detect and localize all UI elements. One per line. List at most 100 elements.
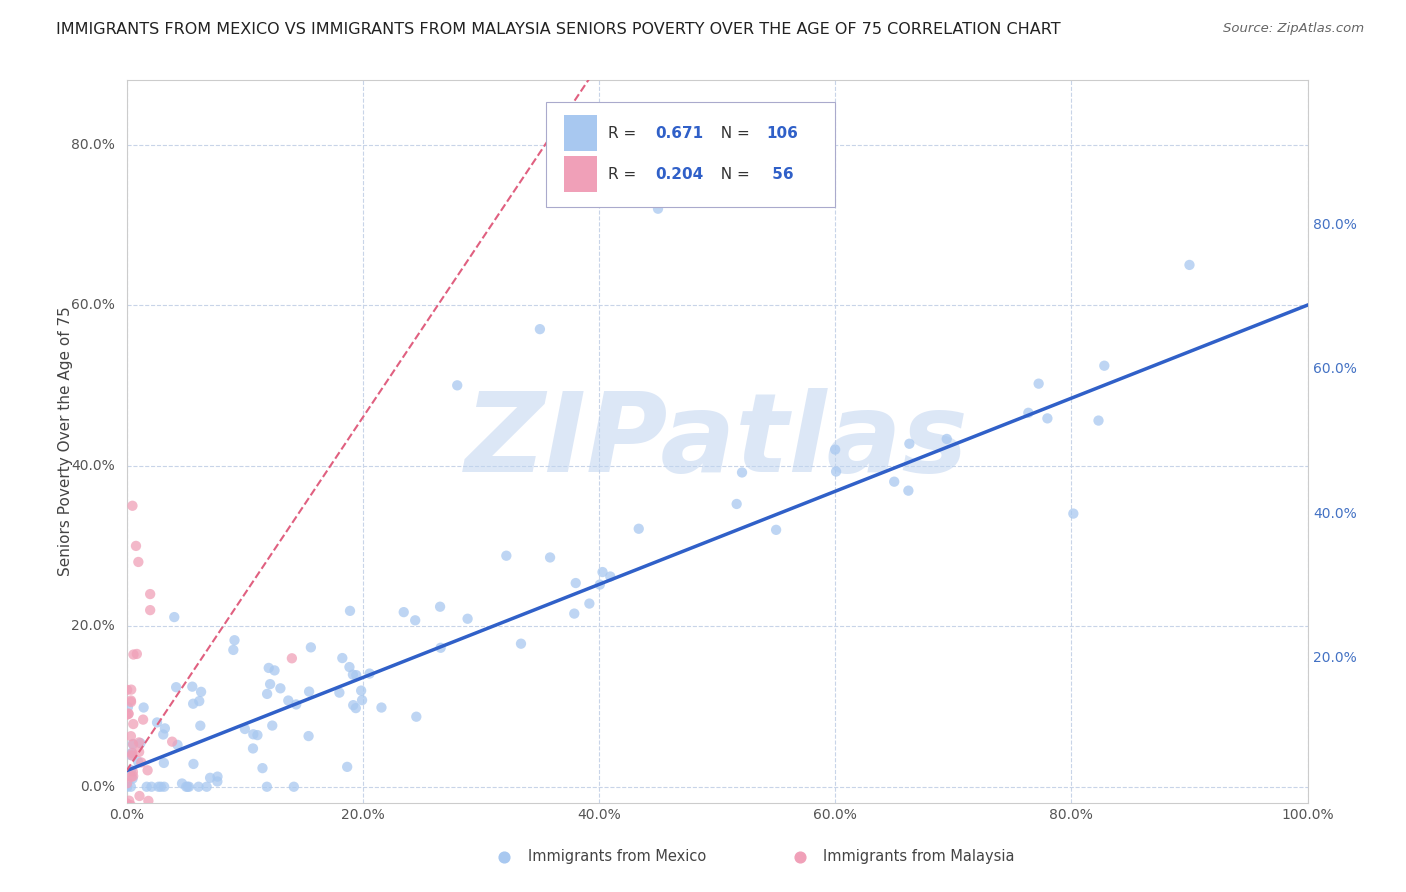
Point (198, 771, 221, 785)
Point (342, 698, 364, 713)
Text: Immigrants from Mexico: Immigrants from Mexico (529, 849, 706, 864)
Text: 40.0%: 40.0% (70, 458, 115, 473)
Point (148, 780, 170, 794)
Point (166, 738, 188, 752)
Point (195, 780, 218, 794)
FancyBboxPatch shape (546, 102, 835, 207)
Point (263, 664, 285, 678)
Point (139, 587, 162, 601)
Point (627, 522, 650, 536)
Point (344, 701, 367, 715)
Point (599, 569, 621, 583)
Point (115, 797, 138, 811)
Point (824, 442, 846, 457)
Point (765, 523, 787, 537)
Point (224, 633, 246, 648)
Point (1178, 258, 1201, 272)
Point (446, 378, 468, 392)
Text: 60.0%: 60.0% (1313, 362, 1357, 376)
Point (117, 780, 139, 794)
Point (132, 713, 155, 727)
Point (538, 550, 561, 565)
Point (117, 831, 139, 846)
Point (146, 715, 169, 730)
Point (153, 756, 176, 770)
Point (121, 499, 143, 513)
Text: 80.0%: 80.0% (1313, 218, 1357, 232)
Point (117, 844, 139, 858)
Point (246, 728, 269, 742)
Point (181, 697, 204, 711)
Point (153, 780, 176, 794)
Point (120, 682, 142, 697)
Point (257, 661, 280, 675)
Point (181, 822, 204, 837)
Point (134, 844, 156, 858)
Point (128, 844, 150, 858)
Text: 40.0%: 40.0% (1313, 507, 1357, 521)
Point (122, 764, 145, 779)
Point (898, 436, 921, 450)
Point (120, 729, 142, 743)
Point (145, 834, 167, 848)
Bar (564, 156, 596, 193)
Text: Source: ZipAtlas.com: Source: ZipAtlas.com (1223, 22, 1364, 36)
Point (122, 737, 145, 751)
Text: 60.0%: 60.0% (70, 298, 115, 312)
Point (141, 780, 163, 794)
Text: 0.204: 0.204 (655, 167, 704, 182)
Bar (564, 115, 596, 151)
Point (120, 770, 142, 784)
Point (153, 722, 176, 736)
Point (242, 741, 264, 756)
Point (188, 719, 211, 733)
Point (117, 700, 139, 714)
Point (405, 709, 427, 723)
Point (135, 780, 157, 794)
Point (163, 610, 186, 624)
Point (336, 760, 359, 774)
Point (121, 748, 143, 763)
Point (115, 805, 138, 819)
Point (494, 840, 516, 855)
Point (129, 756, 152, 770)
Y-axis label: Seniors Poverty Over the Age of 75: Seniors Poverty Over the Age of 75 (58, 307, 73, 576)
Point (897, 483, 920, 498)
Point (121, 737, 143, 751)
Point (118, 794, 141, 808)
Point (299, 640, 322, 655)
Point (187, 780, 209, 794)
Point (188, 694, 211, 708)
Point (339, 660, 361, 674)
Point (129, 736, 152, 750)
Text: R =: R = (609, 167, 641, 182)
Point (121, 803, 143, 817)
Point (190, 685, 212, 699)
Point (298, 684, 321, 698)
Point (529, 322, 551, 336)
Point (115, 776, 138, 790)
Point (120, 695, 142, 709)
Point (183, 756, 205, 771)
Point (1087, 413, 1109, 427)
Point (120, 798, 142, 813)
Point (359, 666, 381, 681)
Point (176, 780, 198, 794)
Point (281, 651, 304, 665)
Point (297, 729, 319, 743)
Point (283, 780, 305, 794)
Point (128, 745, 150, 759)
Point (139, 603, 162, 617)
Point (128, 826, 150, 840)
Point (121, 746, 143, 760)
Point (177, 780, 200, 794)
Point (117, 826, 139, 840)
Point (404, 613, 426, 627)
Point (115, 803, 138, 817)
Point (578, 597, 600, 611)
Point (339, 604, 361, 618)
Point (125, 647, 148, 661)
Point (120, 763, 142, 777)
Point (127, 755, 149, 769)
Point (121, 747, 143, 761)
